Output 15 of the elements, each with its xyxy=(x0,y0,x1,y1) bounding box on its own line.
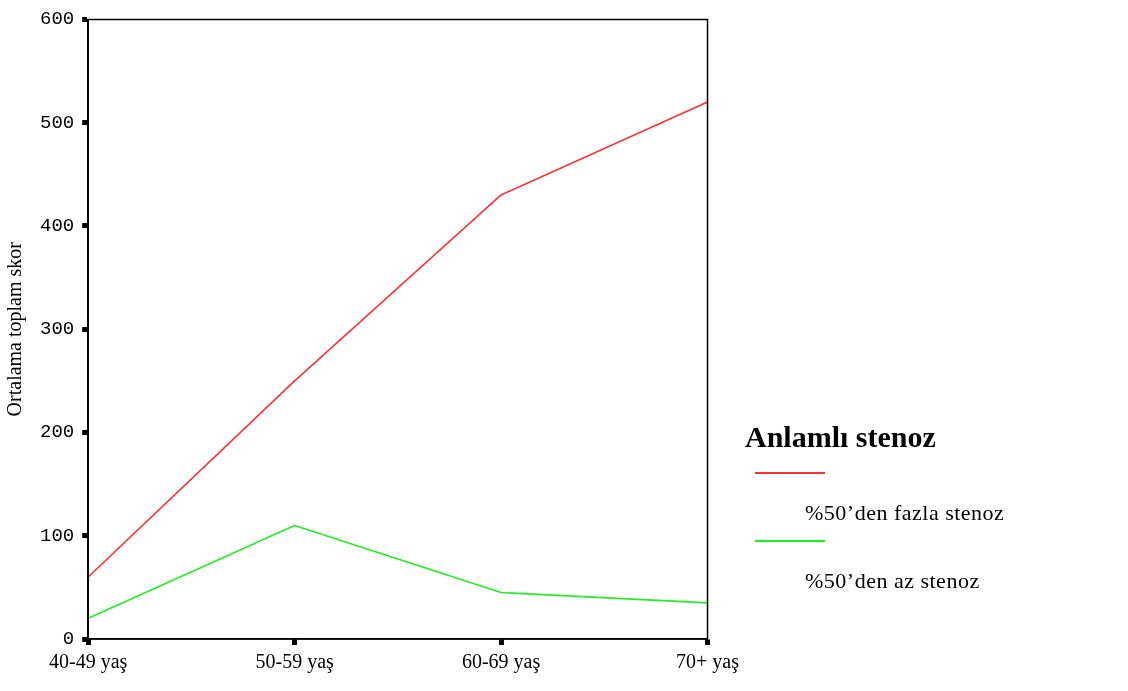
x-tick-label: 40-49 yaş xyxy=(49,650,128,674)
y-axis-title: Ortalama toplam skor xyxy=(3,241,27,417)
x-tick-label: 50-59 yaş xyxy=(255,650,335,674)
text: %50’den fazla stenoz xyxy=(805,500,1005,526)
text: %50’den az stenoz xyxy=(805,568,981,594)
y-tick-label: 200 xyxy=(39,421,75,444)
y-tick-label: 0 xyxy=(62,628,75,651)
y-tick-label: 300 xyxy=(39,318,75,341)
legend-title: Anlamlı stenoz xyxy=(745,420,937,454)
y-tick-label: 100 xyxy=(39,524,75,547)
y-tick-label: 500 xyxy=(39,111,75,134)
x-tick-label: 70+ yaş xyxy=(676,650,740,674)
y-tick-label: 600 xyxy=(39,8,75,31)
y-tick-label: 400 xyxy=(39,214,75,237)
x-tick-label: 60-69 yaş xyxy=(461,650,541,674)
